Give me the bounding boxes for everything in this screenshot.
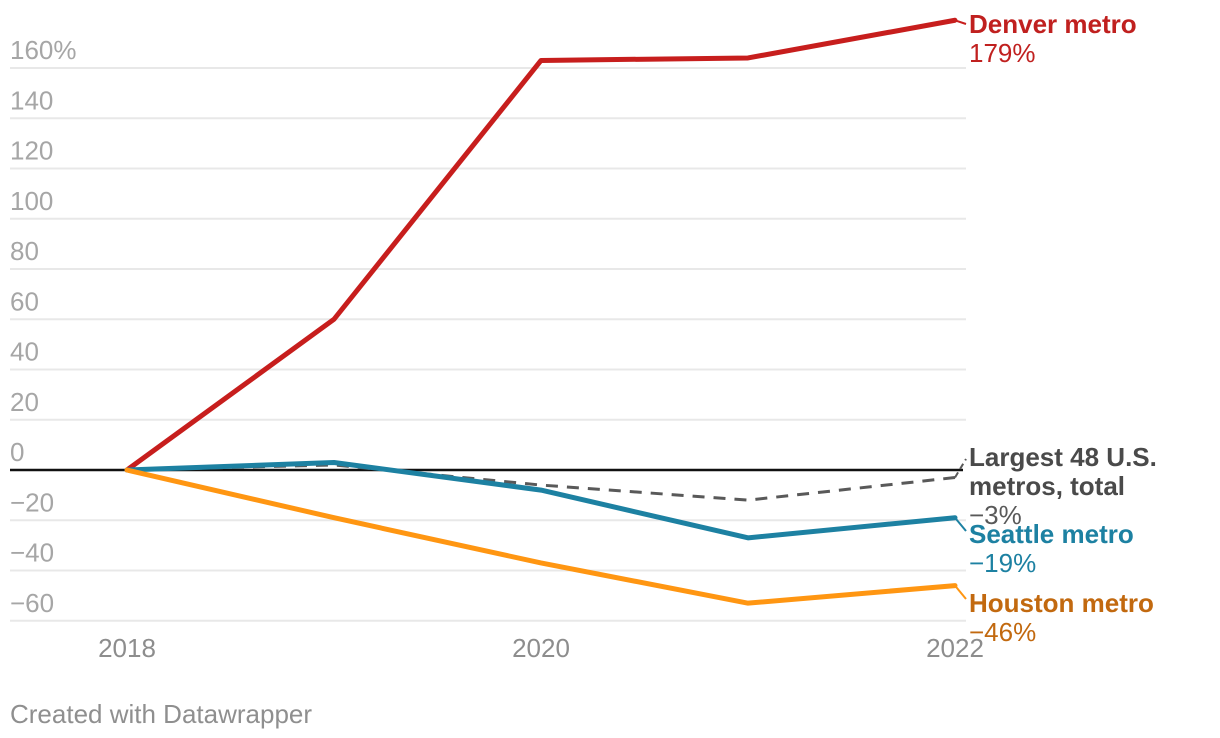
y-tick-label: 120 (10, 136, 53, 166)
y-tick-label: −40 (10, 538, 54, 568)
plot-svg: −60 −40 −20 0 20 40 60 80 100 120 140 160% 2018 2020… (10, 17, 984, 663)
label-connector (954, 458, 967, 479)
y-tick-label: 0 (10, 437, 24, 467)
series-value-seattle-metro: −19% (969, 548, 1037, 578)
x-tick-label: 2022 (926, 633, 984, 663)
y-tick-label: 40 (10, 337, 39, 367)
x-axis-tick-labels: 2018 2020 2022 (98, 633, 984, 663)
series-label-denver-metro: Denver metro 179% (969, 10, 1174, 68)
y-tick-label: 20 (10, 387, 39, 417)
label-connector (954, 584, 967, 600)
series-line-houston-metro (124, 467, 958, 606)
series-name-seattle-metro: Seattle metro (969, 519, 1134, 549)
y-tick-label: 80 (10, 236, 39, 266)
series-name-denver-metro: Denver metro (969, 9, 1137, 39)
y-tick-label: −20 (10, 487, 54, 517)
y-tick-label: −60 (10, 588, 54, 618)
y-axis-tick-labels: −60 −40 −20 0 20 40 60 80 100 120 140 160% (10, 35, 77, 618)
label-connector (954, 517, 967, 532)
series-value-denver-metro: 179% (969, 38, 1036, 68)
series-name-largest-48-metros: Largest 48 U.S. metros, total (969, 442, 1157, 501)
series-name-houston-metro: Houston metro (969, 588, 1154, 618)
series-label-houston-metro: Houston metro −46% (969, 589, 1174, 647)
y-tick-label: 60 (10, 286, 39, 316)
gridlines (10, 67, 966, 622)
label-connector (954, 19, 967, 25)
series-value-largest-48-metros: −3% (969, 500, 1022, 530)
y-tick-label: 100 (10, 186, 53, 216)
y-tick-label: 160% (10, 35, 77, 65)
series-line-seattle-metro (124, 459, 958, 541)
series-value-houston-metro: −46% (969, 617, 1037, 647)
x-tick-label: 2018 (98, 633, 156, 663)
x-tick-label: 2020 (512, 633, 570, 663)
y-tick-label: 140 (10, 85, 53, 115)
attribution-text: Created with Datawrapper (10, 699, 313, 729)
series-lines (124, 17, 958, 606)
label-connectors (954, 19, 967, 600)
series-line-denver-metro (124, 17, 958, 473)
series-label-largest-48-metros: Largest 48 U.S. metros, total −3% (969, 443, 1174, 530)
series-label-seattle-metro: Seattle metro −19% (969, 520, 1174, 578)
